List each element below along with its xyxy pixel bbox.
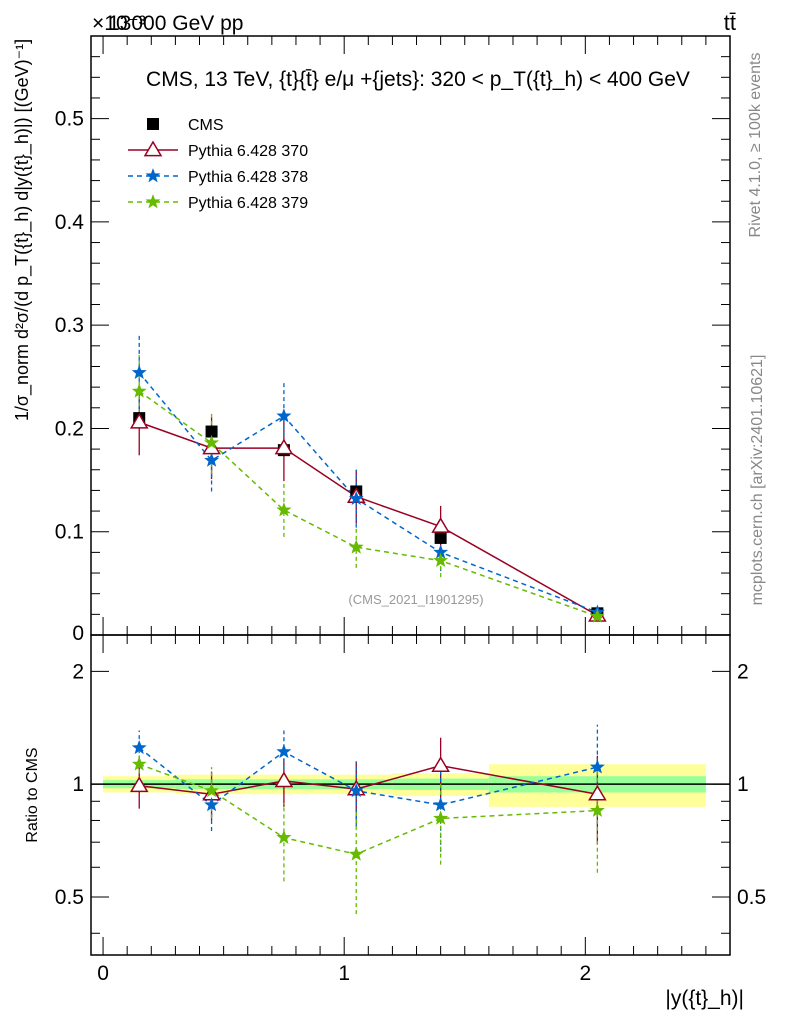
series-line — [138, 372, 598, 613]
ratio-y-tick-label: 0.5 — [55, 886, 84, 909]
series-point — [589, 608, 605, 623]
exponent-label: ×10⁻³ — [92, 12, 146, 35]
y-tick-label: 0.2 — [55, 417, 84, 440]
series-point — [433, 552, 449, 567]
y-tick-label-zero: 0 — [72, 622, 84, 645]
legend-label: CMS — [188, 117, 224, 134]
series-line — [138, 390, 598, 618]
x-tick-label: 1 — [338, 962, 350, 985]
series-point — [589, 802, 605, 817]
series-point — [433, 797, 449, 812]
series-point — [431, 517, 450, 533]
series-point — [274, 438, 294, 455]
energy-label: 13000 GeV pp — [108, 12, 243, 35]
series-line — [138, 421, 598, 617]
series-point — [588, 784, 607, 801]
legend: CMS Pythia 6.428 370 Pythia 6.428 378 Pythi… — [128, 117, 308, 212]
legend-label: Pythia 6.428 370 — [188, 143, 308, 160]
x-tick-label: 2 — [579, 962, 591, 985]
legend-label: Pythia 6.428 379 — [188, 195, 308, 212]
series-point — [274, 771, 294, 788]
series-point — [204, 452, 220, 467]
series-point — [131, 383, 147, 398]
ratio-y-axis-label: Ratio to CMS — [24, 747, 41, 842]
y-axis-label: 1/σ_norm d²σ/(d p_T({t}_h) d|y({t}_h)|) … — [12, 39, 33, 421]
x-axis-label: |y({t}_h)| — [665, 987, 744, 1010]
rivet-label: Rivet 4.1.0, ≥ 100k events — [747, 53, 764, 238]
ratio-y-tick-label: 1 — [72, 773, 84, 796]
ratio-y-tick-label-right: 2 — [737, 660, 749, 683]
series-point — [589, 759, 605, 774]
process-label: tt̄ — [724, 10, 736, 35]
ratio-panel: 0 1 2 0.5 0.5 1 1 2 2 — [55, 634, 766, 985]
chart-title: CMS, 13 TeV, {t}{t̄} e/μ +{jets}: 320 < … — [146, 68, 690, 91]
series-point — [276, 829, 292, 845]
y-tick-label: 0.3 — [55, 314, 84, 337]
series-point — [131, 739, 147, 755]
series-point — [276, 502, 292, 517]
main-frame — [90, 35, 731, 636]
series-point — [204, 435, 220, 450]
data-point — [434, 531, 447, 544]
legend-marker-cms — [147, 118, 159, 130]
series-point — [431, 756, 450, 773]
main-panel: 0.1 0.2 0.3 0.4 0.5 0 — [55, 35, 731, 955]
ratio-y-tick-label-right: 0.5 — [737, 886, 766, 909]
series-point — [145, 194, 161, 209]
y-tick-label: 0.4 — [55, 211, 85, 234]
series-point — [143, 140, 163, 157]
watermark: (CMS_2021_I1901295) — [348, 592, 483, 607]
ratio-series-line — [139, 764, 598, 795]
series-point — [348, 539, 364, 554]
series-point — [348, 782, 364, 798]
series-point — [276, 408, 292, 423]
legend-label: Pythia 6.428 378 — [188, 169, 308, 186]
series-point — [131, 364, 147, 379]
series-point — [131, 756, 147, 771]
series-point — [145, 168, 161, 183]
series-point — [129, 776, 149, 793]
series-point — [348, 490, 364, 505]
series-point — [204, 797, 220, 812]
series-point — [204, 782, 220, 798]
series-point — [276, 743, 292, 759]
y-tick-label: 0.1 — [55, 521, 84, 544]
ratio-series-line — [138, 763, 598, 856]
series-point — [433, 810, 449, 825]
series-point — [129, 412, 149, 429]
x-tick-label: 0 — [97, 962, 109, 985]
ratio-y-tick-label: 2 — [72, 660, 84, 683]
ratio-series-line — [138, 747, 598, 806]
y-tick-label: 0.5 — [55, 108, 84, 131]
series-point — [348, 846, 364, 861]
ratio-frame — [90, 634, 731, 956]
data-point — [205, 425, 218, 438]
mcplots-label: mcplots.cern.ch [arXiv:2401.10621] — [749, 355, 766, 606]
ratio-y-tick-label-right: 1 — [737, 773, 749, 796]
